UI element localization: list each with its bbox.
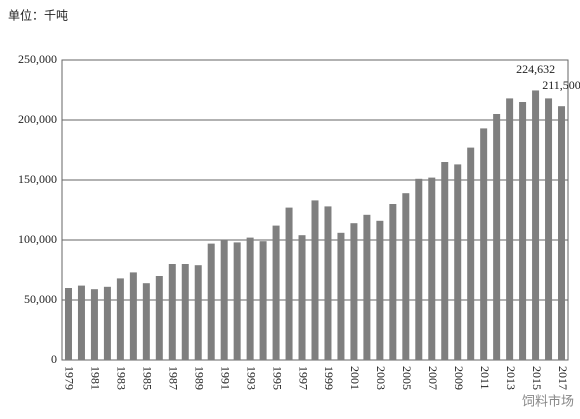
bar [298,235,306,360]
bar [402,193,410,360]
y-tick-label: 250,000 [18,52,57,66]
bar [103,286,111,360]
x-tick-label: 1999 [322,366,336,390]
x-tick-label: 1979 [63,366,77,390]
x-tick-label: 2007 [426,366,440,390]
bar [532,90,540,361]
x-tick-label: 1985 [141,366,155,390]
bar [64,288,72,360]
bar [558,106,566,360]
bar [220,240,228,360]
y-tick-label: 0 [51,352,57,366]
bar [441,162,449,360]
bar [493,114,501,360]
x-tick-label: 2001 [348,366,362,390]
x-tick-label: 1991 [218,366,232,390]
bar [454,164,462,360]
x-tick-label: 1989 [192,366,206,390]
y-tick-label: 100,000 [18,232,57,246]
x-tick-label: 2011 [478,366,492,390]
bar [350,223,358,360]
bar [519,102,527,360]
bar [77,285,85,360]
x-tick-label: 1993 [244,366,258,390]
value-label: 211,500 [542,78,580,92]
x-tick-label: 1995 [270,366,284,390]
x-tick-label: 2017 [556,366,570,390]
bar [363,214,371,360]
bar [207,243,215,360]
y-tick-label: 150,000 [18,172,57,186]
bar [233,242,241,360]
bar [324,206,332,360]
bar [272,225,280,360]
bar [181,264,189,360]
bar [155,276,163,360]
bar [142,283,150,360]
bar [311,200,319,360]
y-tick-label: 50,000 [24,292,57,306]
x-tick-label: 1997 [296,366,310,390]
bar [246,237,254,360]
x-tick-label: 2005 [400,366,414,390]
bar [337,232,345,360]
bar [90,289,98,360]
x-tick-label: 2013 [504,366,518,390]
unit-label: 单位：千吨 [8,8,68,23]
bar [506,98,514,361]
value-label: 224,632 [516,62,555,76]
x-tick-label: 1983 [115,366,129,390]
x-tick-label: 1981 [89,366,103,390]
bar [116,278,124,360]
y-tick-label: 200,000 [18,112,57,126]
x-tick-label: 2009 [452,366,466,390]
bar [415,178,423,360]
watermark: 饲料市场 [522,394,574,410]
bar [428,177,436,360]
x-tick-label: 2015 [530,366,544,390]
bar [168,264,176,360]
bar [259,241,267,360]
bar [285,207,293,360]
bar [389,204,397,360]
x-tick-label: 1987 [167,366,181,390]
bar [480,128,488,360]
bar [545,98,553,361]
bar [129,272,137,360]
bar [194,265,202,360]
x-tick-label: 2003 [374,366,388,390]
bar [376,220,384,360]
bar [467,147,475,360]
